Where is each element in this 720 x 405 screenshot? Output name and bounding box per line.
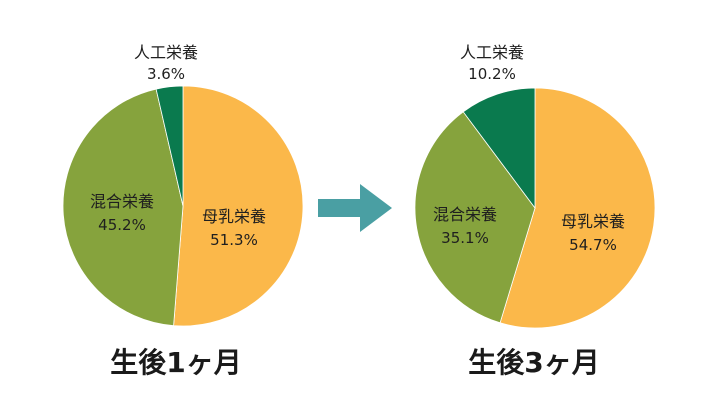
pie2-label-artificial: 人工栄養 [460,43,524,62]
right-arrow-icon [318,184,392,232]
pie2-pct-artificial: 10.2% [468,65,516,83]
pie1-slice-mixed [62,88,184,327]
pie1-title: 生後1ヶ月 [110,346,241,379]
pie2-label-mixed: 混合栄養 [433,205,497,224]
pie2-slice-artificial [462,87,536,210]
pie2-slice-mixed [414,111,536,324]
pie1-label-artificial: 人工栄養 [134,43,198,62]
pie-chart-3months [414,87,656,329]
pie2-title: 生後3ヶ月 [468,346,599,379]
pie1-slice-artificial [155,85,184,207]
pie1-pct-mixed: 45.2% [98,216,146,234]
pie2-pct-mixed: 35.1% [441,229,489,247]
pie1-pct-breast: 51.3% [210,231,258,249]
pie-chart-1month [62,85,304,327]
pie2-label-breast: 母乳栄養 [561,212,625,231]
pie1-slice-breast [173,85,304,327]
pie1-pct-artificial: 3.6% [147,65,185,83]
pie1-label-breast: 母乳栄養 [202,207,266,226]
pie2-pct-breast: 54.7% [569,236,617,254]
pie1-label-mixed: 混合栄養 [90,192,154,211]
pie2-slice-breast [499,87,656,329]
